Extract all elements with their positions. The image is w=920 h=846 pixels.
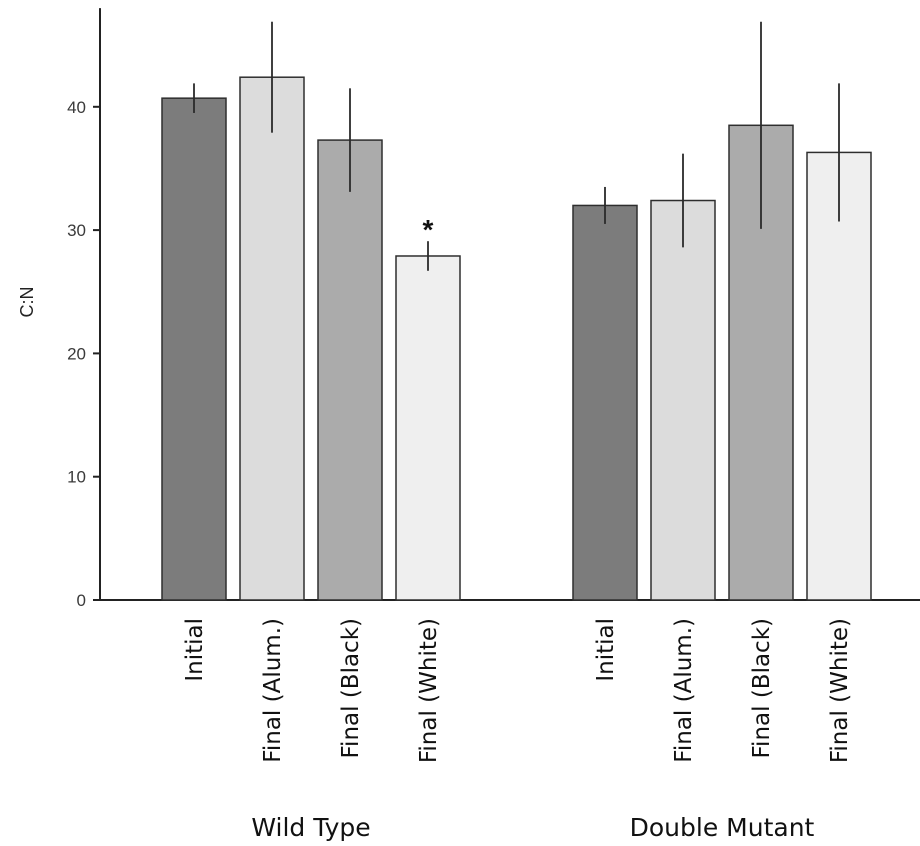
bar (161, 97, 227, 601)
category-label: Final (White) (827, 618, 853, 763)
category-label: Final (Alum.) (671, 618, 697, 763)
y-axis: 0 10 20 30 40 (67, 8, 101, 610)
y-axis-label: C:N (17, 287, 37, 318)
category-label: Initial (593, 618, 619, 682)
y-tick-label: 40 (67, 98, 86, 117)
y-tick-label: 20 (67, 344, 86, 363)
bars (161, 21, 872, 601)
bar (650, 199, 716, 601)
category-label: Final (Alum.) (260, 618, 286, 763)
y-tick-label: 0 (77, 591, 86, 610)
labels: Initial Final (Alum.) Final (Black) * Final … (182, 214, 853, 842)
group-label: Double Mutant (630, 813, 815, 842)
y-tick-label: 30 (67, 221, 86, 240)
category-label: Final (White) (416, 618, 442, 763)
bar (806, 151, 872, 601)
bar (317, 139, 383, 601)
bar (239, 76, 305, 601)
category-label: Final (Black) (749, 618, 775, 759)
category-label: Initial (182, 618, 208, 682)
y-tick-label: 10 (67, 468, 86, 487)
group-label: Wild Type (251, 813, 370, 842)
bar (572, 204, 638, 601)
bar (395, 255, 461, 601)
significance-marker: * (423, 214, 434, 245)
category-label: Final (Black) (338, 618, 364, 759)
